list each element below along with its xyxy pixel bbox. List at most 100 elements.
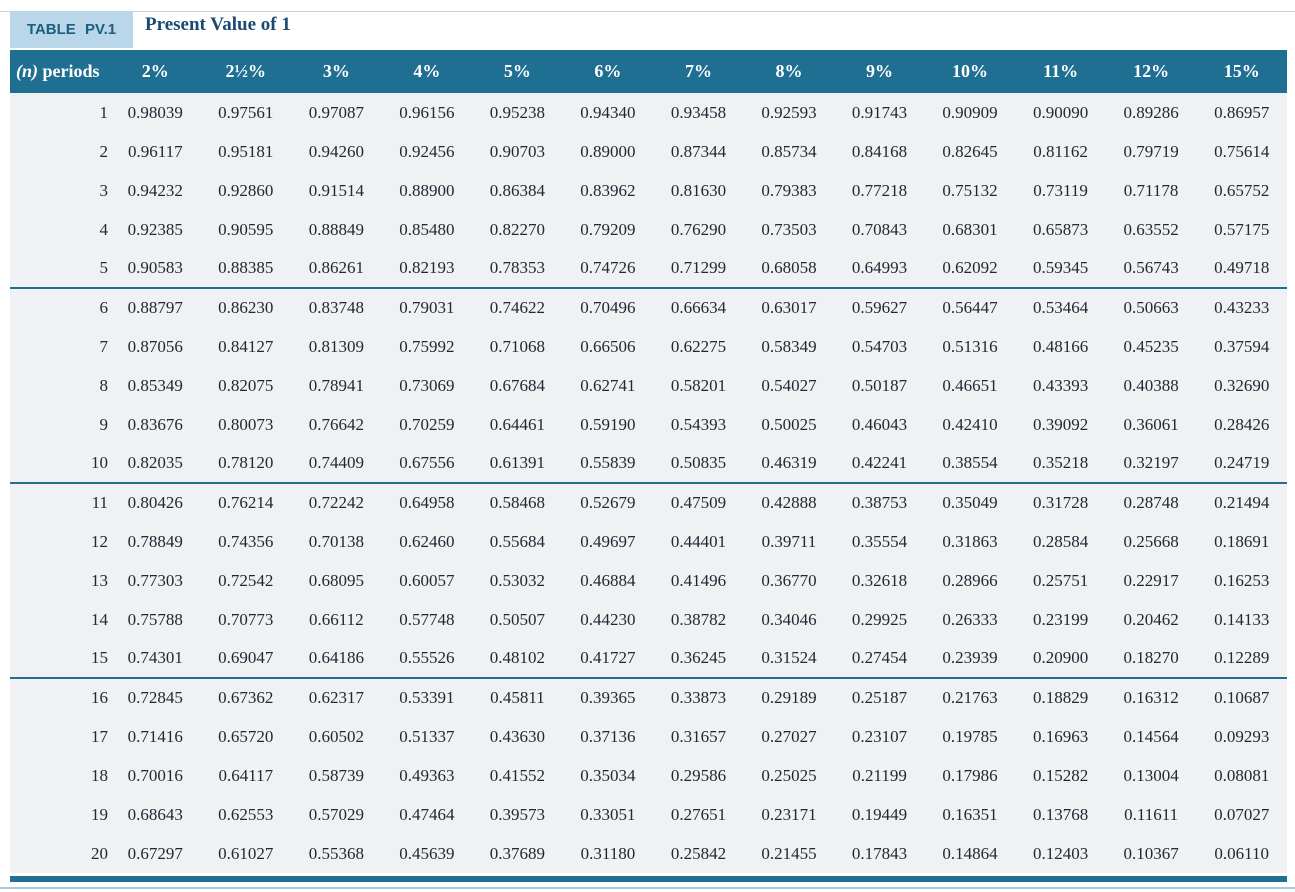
pv-factor-cell: 0.13768 [1032, 804, 1089, 824]
pv-factor-cell: 0.82645 [942, 141, 998, 161]
period-cell: 9 [99, 414, 109, 434]
pv-factor-cell: 0.58739 [308, 765, 364, 785]
pv-factor-cell: 0.51337 [399, 726, 455, 746]
column-header-rate: 9% [866, 61, 894, 81]
pv-factor-cell: 0.55368 [308, 843, 364, 863]
pv-factor-cell: 0.28426 [1214, 414, 1270, 434]
table-row: 1 0.98039 0.97561 0.97087 0.96156 0.95238 0.94… [10, 93, 1287, 132]
pv-factor-cell: 0.74726 [562, 249, 654, 289]
pv-factor-cell: 0.84127 [218, 336, 274, 356]
pv-factor-cell: 0.76290 [670, 219, 727, 239]
pv-factor-cell: 0.57748 [399, 609, 455, 629]
pv-factor-cell: 0.62741 [580, 375, 636, 395]
column-header-rate: 10% [952, 61, 989, 81]
pv-factor-cell: 0.18829 [1032, 688, 1089, 707]
pv-factor-cell: 0.40388 [1123, 375, 1179, 395]
pv-factor-cell: 0.45639 [399, 843, 455, 863]
pv-factor-cell: 0.51316 [942, 336, 998, 356]
pv-factor-cell: 0.86957 [1214, 102, 1270, 122]
pv-factor-cell: 0.41496 [670, 570, 727, 590]
pv-factor-cell: 0.10687 [1214, 688, 1270, 707]
column-header-n-periods: (n) periods [10, 50, 110, 93]
pv-factor-cell: 0.59345 [1015, 249, 1106, 289]
pv-factor-cell: 0.35554 [851, 531, 908, 551]
pv-factor-cell: 0.46043 [851, 414, 908, 434]
pv-factor-cell: 0.33873 [670, 688, 727, 707]
pv-factor-cell: 0.77218 [851, 180, 908, 200]
pv-factor-cell: 0.08081 [1214, 765, 1270, 785]
period-cell: 4 [99, 219, 109, 239]
pv-factor-cell: 0.53464 [1032, 298, 1089, 317]
pv-factor-cell: 0.55526 [381, 639, 473, 679]
pv-factor-cell: 0.95181 [218, 141, 274, 161]
pv-factor-cell: 0.78353 [472, 249, 563, 289]
pv-factor-cell: 0.81630 [670, 180, 727, 200]
pv-factor-cell: 0.32197 [1105, 444, 1197, 484]
pv-factor-cell: 0.21455 [761, 843, 817, 863]
pv-factor-cell: 0.53391 [399, 688, 455, 707]
pv-factor-cell: 0.73119 [1033, 180, 1088, 200]
pv-factor-cell: 0.58201 [670, 375, 727, 395]
pv-factor-cell: 0.55839 [562, 444, 654, 484]
pv-factor-cell: 0.88797 [127, 298, 183, 317]
bottom-rule [10, 876, 1287, 882]
pv-factor-cell: 0.29925 [851, 609, 908, 629]
pv-factor-cell: 0.33051 [580, 804, 636, 824]
pv-factor-cell: 0.61391 [472, 444, 563, 484]
pv-factor-cell: 0.37594 [1214, 336, 1270, 356]
pv-factor-cell: 0.59190 [580, 414, 636, 434]
column-header-rate: 12% [1133, 61, 1170, 81]
pv-factor-cell: 0.81162 [1033, 141, 1088, 161]
pv-factor-cell: 0.54393 [670, 414, 727, 434]
pv-factor-cell: 0.16351 [942, 804, 998, 824]
pv-factor-cell: 0.07027 [1214, 804, 1270, 824]
pv-factor-cell: 0.52679 [580, 493, 636, 512]
pv-factor-cell: 0.64117 [218, 765, 274, 785]
period-cell: 20 [91, 843, 108, 863]
pv-factor-cell: 0.58349 [761, 336, 817, 356]
pv-factor-cell: 0.16312 [1123, 688, 1179, 707]
pv-factor-cell: 0.57175 [1214, 219, 1270, 239]
period-cell: 15 [10, 639, 110, 679]
pv-factor-cell: 0.91743 [851, 102, 908, 122]
pv-factor-cell: 0.41552 [489, 765, 546, 785]
pv-factor-cell: 0.46884 [580, 570, 636, 590]
column-header-rate: 11% [1043, 61, 1079, 81]
pv-factor-cell: 0.17986 [942, 765, 998, 785]
table-row: 4 0.92385 0.90595 0.88849 0.85480 0.82270 0.79… [10, 210, 1287, 249]
pv-factor-cell: 0.60502 [308, 726, 364, 746]
pv-factor-cell: 0.68643 [127, 804, 183, 824]
pv-factor-cell: 0.13004 [1123, 765, 1179, 785]
pv-factor-cell: 0.68095 [308, 570, 364, 590]
pv-factor-cell: 0.23171 [761, 804, 817, 824]
pv-factor-cell: 0.21494 [1214, 493, 1270, 512]
pv-factor-cell: 0.50663 [1123, 298, 1179, 317]
pv-factor-cell: 0.46651 [942, 375, 998, 395]
pv-factor-cell: 0.36061 [1123, 414, 1179, 434]
pv-factor-cell: 0.25751 [1032, 570, 1089, 590]
pv-factor-cell: 0.94232 [127, 180, 183, 200]
pv-factor-cell: 0.44230 [580, 609, 636, 629]
pv-factor-cell: 0.66112 [309, 609, 364, 629]
pv-factor-cell: 0.75992 [399, 336, 455, 356]
pv-factor-cell: 0.35218 [1015, 444, 1106, 484]
pv-factor-cell: 0.72242 [308, 493, 364, 512]
pv-factor-cell: 0.71299 [653, 249, 744, 289]
pv-factor-cell: 0.38554 [924, 444, 1016, 484]
table-title: Present Value of 1 [145, 14, 291, 35]
pv-factor-cell: 0.43630 [489, 726, 546, 746]
pv-factor-cell: 0.97561 [218, 102, 274, 122]
table-row: 9 0.83676 0.80073 0.76642 0.70259 0.64461 0.59… [10, 405, 1287, 444]
table-row: 18 0.70016 0.64117 0.58739 0.49363 0.41552 0.3… [10, 756, 1287, 795]
column-header-rate: 3% [322, 61, 350, 81]
pv-factor-cell: 0.68301 [942, 219, 998, 239]
pv-factor-cell: 0.32690 [1214, 375, 1270, 395]
pv-factor-cell: 0.21199 [852, 765, 907, 785]
pv-factor-cell: 0.06110 [1214, 843, 1269, 863]
table-tag-label: TABLE PV.1 [10, 11, 133, 48]
pv-factor-cell: 0.90909 [942, 102, 998, 122]
table-row: 20 0.67297 0.61027 0.55368 0.45639 0.37689 0.3… [10, 834, 1287, 873]
column-header-rate: 4% [413, 61, 441, 81]
period-cell: 14 [91, 609, 108, 629]
